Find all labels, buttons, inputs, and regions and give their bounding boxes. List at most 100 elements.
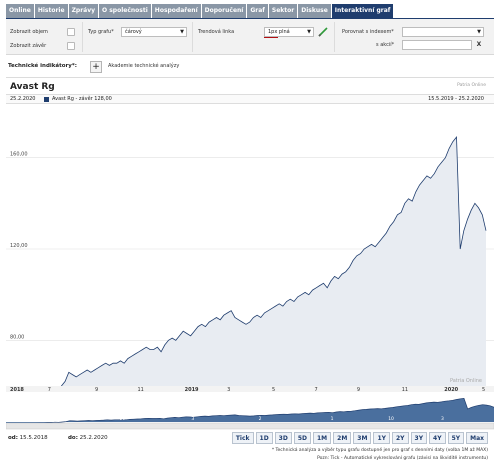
chart-settings-panel: Zobrazit objem Zobrazit závěr Typ grafu*… bbox=[6, 19, 494, 55]
x-tick-label: 11 bbox=[402, 387, 408, 392]
show-volume-checkbox[interactable] bbox=[67, 28, 75, 36]
chart-title: Avast Rg bbox=[10, 82, 55, 92]
price-chart[interactable]: 80,00 120,00 160,00 Patria Online 2018 7 9 11… bbox=[6, 104, 494, 392]
add-indicator-button[interactable]: + bbox=[90, 61, 102, 73]
zoom-button-5d[interactable]: 5D bbox=[293, 432, 311, 444]
to-date-value: 25.2.2020 bbox=[79, 435, 108, 441]
chart-info-bar: 25.2.2020 Avast Rg - závěr 128,00 15.5.2… bbox=[6, 94, 494, 104]
settings-divider bbox=[192, 22, 193, 52]
show-close-checkbox[interactable] bbox=[67, 42, 75, 50]
chart-footer: od: 15.5.2018 do: 25.2.2020 Tick 1D 3D 5D 1M… bbox=[6, 432, 494, 472]
tab-9[interactable]: Interaktivní graf bbox=[331, 4, 394, 18]
x-tick-label: 2020 bbox=[444, 387, 458, 392]
navigator-area bbox=[6, 398, 494, 424]
compare-stock-label: s akcií* bbox=[376, 42, 395, 48]
tab-4[interactable]: Hospodaření bbox=[151, 4, 201, 18]
zoom-button-3m[interactable]: 3M bbox=[353, 432, 372, 444]
navigator-label: 10 bbox=[388, 416, 394, 422]
x-axis-band bbox=[6, 386, 494, 392]
zoom-button-2m[interactable]: 2M bbox=[333, 432, 352, 444]
compare-stock-input[interactable] bbox=[402, 40, 472, 50]
y-tick-label: 120,00 bbox=[10, 243, 28, 249]
to-date-label: do: bbox=[68, 435, 78, 441]
tab-7[interactable]: Sektor bbox=[268, 4, 298, 18]
show-close-label: Zobrazit závěr bbox=[10, 43, 47, 49]
x-tick-label: 3 bbox=[227, 387, 230, 392]
x-tick-label: 5 bbox=[272, 387, 275, 392]
tab-underline bbox=[6, 18, 494, 19]
y-tick-label: 80,00 bbox=[10, 334, 24, 340]
from-date: od: 15.5.2018 bbox=[8, 435, 48, 441]
zoom-button-tick[interactable]: Tick bbox=[231, 432, 254, 444]
x-tick-label: 9 bbox=[95, 387, 98, 392]
to-date: do: 25.2.2020 bbox=[68, 435, 108, 441]
chart-type-label: Typ grafu* bbox=[88, 29, 114, 35]
tab-2[interactable]: Zprávy bbox=[68, 4, 99, 18]
tab-0[interactable]: Online bbox=[6, 4, 34, 18]
x-tick-label: 9 bbox=[357, 387, 360, 392]
series-legend-label: Avast Rg - závěr 128,00 bbox=[52, 96, 112, 102]
navigator-label: 1 bbox=[331, 416, 334, 422]
chart-title-bar: Avast Rg Patria Online bbox=[6, 80, 494, 94]
zoom-button-1d[interactable]: 1D bbox=[255, 432, 273, 444]
show-volume-label: Zobrazit objem bbox=[10, 29, 48, 35]
chart-source: Patria Online bbox=[457, 83, 486, 88]
zoom-button-3y[interactable]: 3Y bbox=[410, 432, 428, 444]
navigator-label: 3 bbox=[191, 416, 194, 422]
clear-compare-button[interactable]: X bbox=[476, 41, 482, 48]
chart-type-value: čárový bbox=[125, 29, 142, 35]
navigator-label: 8 bbox=[9, 416, 12, 422]
x-tick-label: 7 bbox=[314, 387, 317, 392]
chevron-down-icon: ▼ bbox=[477, 29, 481, 35]
from-date-value: 15.5.2018 bbox=[19, 435, 48, 441]
technical-indicators-label: Technické indikátory*: bbox=[8, 63, 77, 69]
x-axis: 2018 7 9 11 2019 3 5 7 9 11 2020 5 bbox=[6, 386, 494, 392]
tab-1[interactable]: Historie bbox=[34, 4, 68, 18]
navigator-label: 7 bbox=[52, 416, 55, 422]
zoom-buttons: Tick 1D 3D 5D 1M 2M 3M 1Y 2Y 3Y 4Y 5Y Max bbox=[231, 432, 488, 444]
technical-analysis-academy-link[interactable]: Akademie technické analýzy bbox=[108, 63, 180, 69]
tab-bar: Online Historie Zprávy O společnosti Hospoda… bbox=[6, 4, 394, 18]
tab-6[interactable]: Graf bbox=[247, 4, 268, 18]
price-line bbox=[50, 136, 487, 392]
pencil-icon[interactable] bbox=[318, 27, 328, 37]
navigator-label: 2 bbox=[259, 416, 262, 422]
chart-watermark: Patria Online bbox=[450, 378, 482, 384]
settings-divider bbox=[82, 22, 83, 52]
chevron-down-icon: ▼ bbox=[180, 29, 184, 35]
zoom-button-max[interactable]: Max bbox=[466, 432, 488, 444]
trend-line-style-value: 1px plná bbox=[268, 29, 290, 35]
tab-3[interactable]: O společnosti bbox=[99, 4, 151, 18]
chevron-down-icon: ▼ bbox=[307, 29, 311, 35]
navigator-label: 3 bbox=[441, 416, 444, 422]
x-tick-label: 11 bbox=[137, 387, 143, 392]
tab-5[interactable]: Doporučení bbox=[201, 4, 247, 18]
zoom-button-1m[interactable]: 1M bbox=[312, 432, 332, 444]
x-tick-label: 7 bbox=[48, 387, 51, 392]
navigator-scrollbar[interactable] bbox=[6, 422, 494, 430]
navigator-labels: 8 7 10 3 2 1 10 3 bbox=[9, 416, 444, 422]
trend-line-style-select[interactable]: 1px plná ▼ bbox=[264, 27, 314, 37]
trend-line-label: Trendová linka bbox=[198, 29, 235, 35]
compare-index-select[interactable]: ▼ bbox=[402, 27, 484, 37]
note-tick: Pozn: Tick - Automatické vykreslování gr… bbox=[317, 456, 488, 461]
x-tick-label: 2019 bbox=[185, 387, 199, 392]
navigator-line bbox=[6, 398, 494, 425]
price-area bbox=[6, 137, 486, 392]
zoom-button-3d[interactable]: 3D bbox=[274, 432, 292, 444]
tab-8[interactable]: Diskuse bbox=[298, 4, 331, 18]
series-legend-marker bbox=[44, 97, 49, 102]
chart-date: 25.2.2020 bbox=[10, 96, 36, 102]
range-navigator[interactable]: 8 7 10 3 2 1 10 3 bbox=[6, 392, 494, 430]
chart-date-range: 15.5.2019 - 25.2.2020 bbox=[428, 96, 484, 102]
y-tick-label: 160,00 bbox=[10, 152, 28, 158]
x-tick-label: 5 bbox=[482, 387, 485, 392]
chart-type-select[interactable]: čárový ▼ bbox=[121, 27, 187, 37]
zoom-button-1y[interactable]: 1Y bbox=[373, 432, 390, 444]
compare-index-label: Porovnat s indexem* bbox=[342, 29, 394, 35]
zoom-button-4y[interactable]: 4Y bbox=[429, 432, 446, 444]
zoom-button-2y[interactable]: 2Y bbox=[391, 432, 409, 444]
zoom-button-5y[interactable]: 5Y bbox=[447, 432, 465, 444]
x-tick-label: 2018 bbox=[10, 387, 24, 392]
settings-divider bbox=[334, 22, 335, 52]
